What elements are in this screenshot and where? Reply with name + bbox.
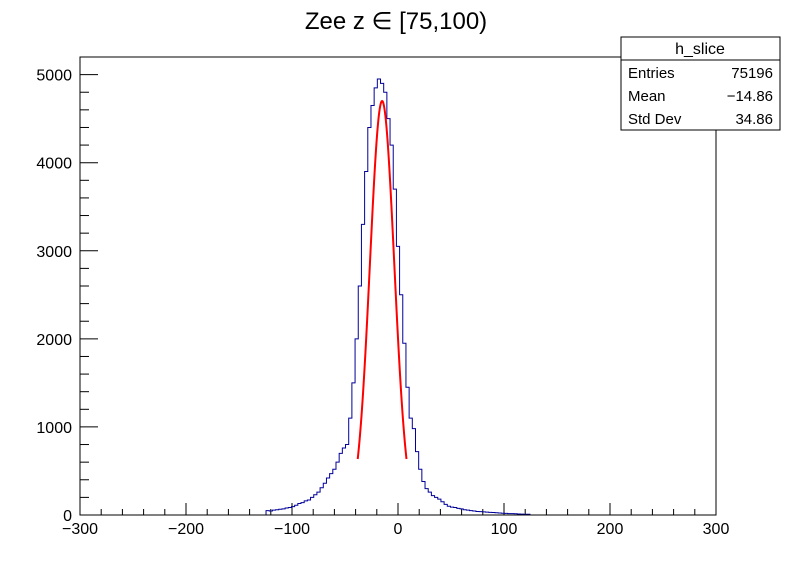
stats-box-frame: [620, 36, 781, 131]
stats-box: h_slice Entries 75196 Mean −14.86 Std De…: [620, 36, 781, 131]
stats-stddev-value: 34.86: [735, 111, 773, 128]
histogram-bin: [339, 453, 342, 515]
histogram-bin: [368, 127, 371, 515]
histogram-bin: [336, 462, 339, 515]
stats-mean-value: −14.86: [727, 88, 773, 105]
x-tick-label: −200: [168, 521, 204, 538]
histogram-bin: [419, 469, 422, 515]
x-tick-label: 200: [597, 521, 624, 538]
histogram-bin: [288, 508, 291, 515]
histogram-bin: [355, 339, 358, 515]
chart-title: Zee z ∈ [75,100): [305, 8, 487, 35]
histogram-bin: [438, 499, 441, 515]
y-tick-label: 0: [63, 508, 72, 525]
histogram-bin: [333, 469, 336, 515]
histogram-bin: [460, 509, 463, 515]
histogram-bin: [466, 510, 469, 515]
histogram-bin: [415, 452, 418, 515]
histogram-bin: [276, 510, 279, 515]
histogram-bin: [301, 503, 304, 515]
histogram-bin: [441, 502, 444, 515]
y-tick-label: 2000: [36, 332, 72, 349]
histogram-bin: [371, 105, 374, 515]
histogram-bin: [381, 83, 384, 515]
histogram-bin: [291, 507, 294, 515]
y-tick-label: 3000: [36, 244, 72, 261]
histogram-bin: [450, 507, 453, 515]
stats-mean-label: Mean: [628, 88, 666, 105]
x-tick-label: 300: [703, 521, 730, 538]
histogram-bin: [384, 92, 387, 515]
histogram-bin: [470, 511, 473, 515]
histogram-bin: [307, 500, 310, 515]
gaussian-fit-line: [356, 99, 408, 460]
histogram-bin: [326, 478, 329, 515]
histogram-bin: [314, 495, 317, 515]
y-tick-label: 4000: [36, 156, 72, 173]
plot-frame: [79, 56, 717, 516]
axes: −300 −200 −100 0 100 200 300010002000300040005…: [36, 56, 730, 538]
histogram-bin: [473, 511, 476, 515]
histogram-bin: [272, 510, 275, 515]
histogram-bin: [358, 286, 361, 515]
histogram-bin: [396, 246, 399, 515]
histogram-bin: [323, 483, 326, 515]
histogram-bin: [422, 482, 425, 515]
histogram-bin: [479, 512, 482, 515]
fit-curve: [356, 99, 408, 460]
stats-box-title: h_slice: [675, 41, 725, 58]
histogram-bin: [447, 506, 450, 515]
histogram: [80, 78, 716, 516]
histogram-bin: [352, 383, 355, 515]
histogram-bin: [266, 511, 269, 515]
histogram-bin: [304, 501, 307, 515]
x-tick-label: −300: [62, 521, 98, 538]
stats-entries-value: 75196: [731, 65, 773, 82]
histogram-outline: [265, 78, 531, 515]
histogram-bin: [285, 508, 288, 515]
histogram-bin: [317, 492, 320, 515]
histogram-bin: [409, 418, 412, 515]
stats-stddev-label: Std Dev: [628, 111, 682, 128]
histogram-bin: [279, 509, 282, 515]
histogram-bin: [428, 492, 431, 515]
stats-entries-label: Entries: [628, 65, 675, 82]
histogram-bin: [330, 474, 333, 515]
histogram-bin: [431, 496, 434, 515]
histogram-bin: [269, 511, 272, 515]
histogram-bin: [320, 488, 323, 515]
histogram-bin: [349, 418, 352, 515]
histogram-bin: [454, 508, 457, 515]
histogram-bin: [476, 511, 479, 515]
histogram-bin: [412, 429, 415, 515]
y-tick-label: 1000: [36, 420, 72, 437]
histogram-bin: [457, 508, 460, 515]
histogram-bin: [435, 497, 438, 515]
histogram-bin: [346, 445, 349, 515]
histogram-bin: [444, 504, 447, 515]
histogram-bin: [311, 497, 314, 515]
histogram-bin: [282, 509, 285, 515]
histogram-bin: [295, 505, 298, 515]
x-tick-label: −100: [274, 521, 310, 538]
histogram-bin: [425, 489, 428, 515]
y-tick-label: 5000: [36, 68, 72, 85]
histogram-bin: [463, 510, 466, 515]
x-tick-label: 0: [394, 521, 403, 538]
x-tick-label: 100: [491, 521, 518, 538]
histogram-bin: [342, 448, 345, 515]
histogram-bin: [298, 504, 301, 515]
histogram-bin: [377, 79, 380, 515]
